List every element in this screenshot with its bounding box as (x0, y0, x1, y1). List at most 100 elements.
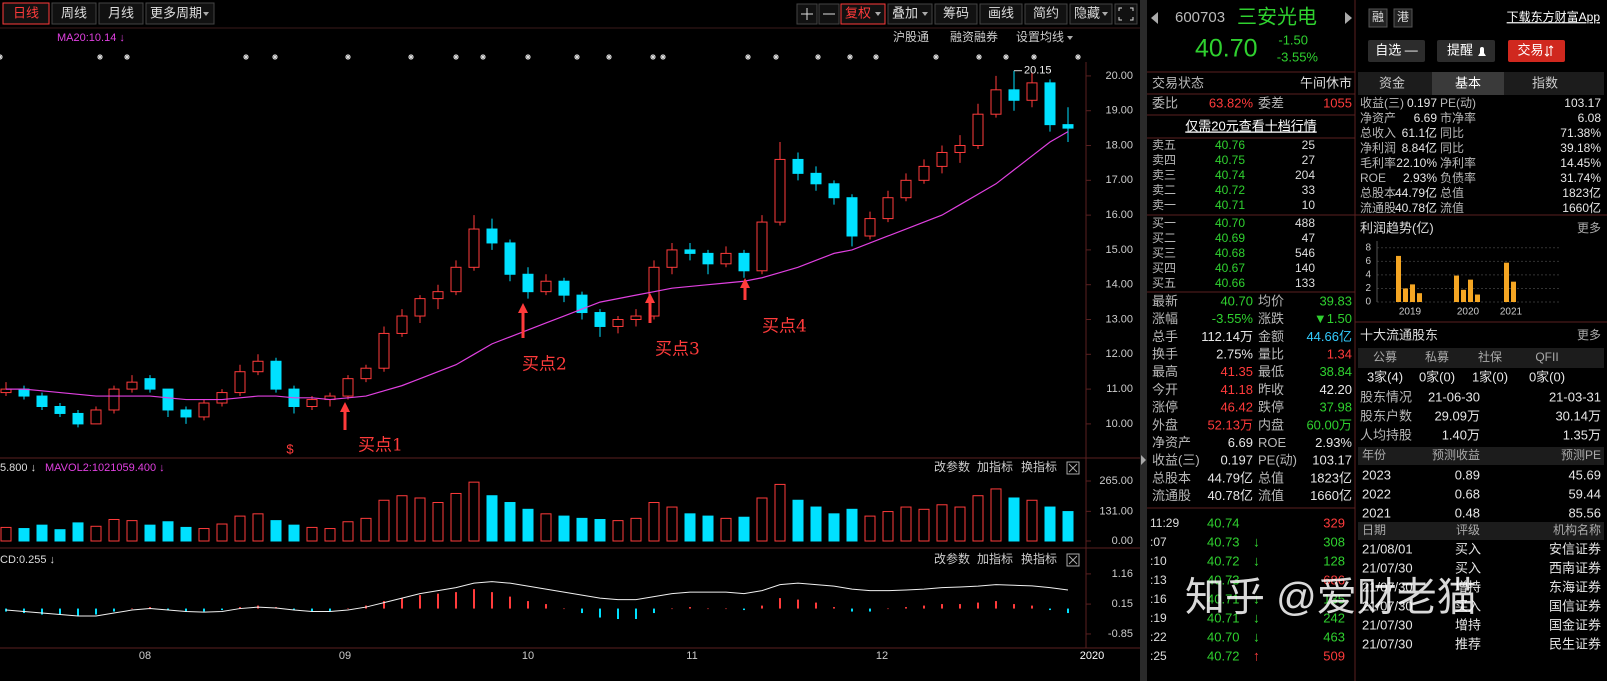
ma20-line (6, 131, 1069, 401)
tab-label[interactable]: 资金 (1379, 75, 1405, 90)
info-marker[interactable] (525, 54, 531, 60)
promo-link[interactable]: 仅需20元查看十档行情 (1185, 118, 1316, 133)
volume-bar (558, 515, 570, 542)
tool-label[interactable]: 画线 (988, 5, 1014, 20)
info-marker[interactable] (1031, 54, 1037, 60)
table-cell: 推荐 (1455, 636, 1481, 651)
action-button[interactable] (1437, 40, 1495, 62)
volume-bar (396, 495, 408, 542)
info-marker[interactable] (933, 54, 939, 60)
volume-bar (612, 520, 624, 542)
info-marker[interactable] (97, 54, 103, 60)
stat-label: 最新 (1152, 293, 1178, 308)
tool-button[interactable] (979, 3, 1023, 25)
tick-arrow: ↓ (1253, 553, 1260, 569)
info-marker[interactable] (745, 54, 751, 60)
candle-body (936, 151, 948, 167)
info-marker[interactable] (660, 54, 666, 60)
period-button[interactable] (98, 2, 144, 25)
period-button[interactable] (51, 2, 97, 25)
info-marker[interactable] (408, 54, 414, 60)
info-marker[interactable] (650, 54, 656, 60)
volume-bar (90, 525, 102, 542)
next-icon[interactable] (1345, 12, 1352, 24)
info-marker[interactable] (815, 54, 821, 60)
info-marker[interactable] (574, 54, 580, 60)
volume-bar (144, 524, 156, 542)
action-button[interactable] (1508, 40, 1565, 62)
period-label[interactable]: 更多周期 (150, 5, 202, 20)
stat-label: 今开 (1152, 382, 1178, 397)
info-marker[interactable] (453, 54, 459, 60)
collapse-icon[interactable] (1141, 455, 1146, 465)
prev-icon[interactable] (1151, 12, 1158, 24)
indicator-link[interactable]: 沪股通 (893, 30, 929, 44)
info-marker[interactable] (480, 54, 486, 60)
action-button[interactable] (1368, 40, 1425, 62)
info-marker[interactable] (124, 54, 130, 60)
tab-label[interactable]: 指数 (1532, 75, 1558, 90)
tool-label[interactable]: 叠加 (892, 5, 918, 20)
more-link[interactable]: 更多 (1577, 221, 1601, 235)
indicator-link[interactable]: 融资融券 (950, 29, 998, 44)
volume-bar (1026, 499, 1038, 542)
book-price: 40.70 (1215, 216, 1245, 230)
tool-label[interactable]: 筹码 (943, 5, 969, 20)
period-label[interactable]: 月线 (108, 5, 134, 20)
info-marker[interactable] (606, 54, 612, 60)
panel-tool[interactable]: 改参数 (934, 459, 970, 474)
volume-bar (306, 526, 318, 542)
period-button[interactable] (145, 2, 215, 25)
info-marker[interactable] (976, 54, 982, 60)
table-cell: 21/07/30 (1362, 598, 1413, 613)
close-button[interactable] (1066, 553, 1080, 567)
close-button[interactable] (1066, 461, 1080, 475)
action-label[interactable]: 提醒 (1447, 42, 1473, 57)
panel-tool[interactable]: 换指标 (1021, 551, 1057, 566)
tool-button[interactable] (1069, 3, 1113, 25)
panel-tool[interactable]: 换指标 (1021, 459, 1057, 474)
stat-value: 42.20 (1319, 382, 1352, 397)
period-button[interactable] (2, 2, 50, 25)
panel-tool[interactable]: 改参数 (934, 551, 970, 566)
period-label[interactable]: 日线 (13, 5, 39, 20)
fullscreen-button[interactable] (1114, 3, 1138, 25)
candle-body (738, 252, 750, 272)
info-marker[interactable] (272, 54, 278, 60)
action-label[interactable]: 自选 — (1375, 42, 1418, 57)
action-label[interactable]: 交易 (1517, 42, 1543, 57)
tool-button[interactable] (887, 3, 933, 25)
stat-value: 1823亿 (1310, 470, 1352, 485)
panel-tool[interactable]: 加指标 (977, 459, 1013, 474)
tab-label[interactable]: 基本 (1455, 75, 1481, 90)
info-marker[interactable] (1003, 54, 1009, 60)
info-marker[interactable] (345, 54, 351, 60)
candle-body (864, 218, 876, 237)
info-marker[interactable] (243, 54, 249, 60)
more-link[interactable]: 更多 (1577, 328, 1601, 342)
table-header-bg (1358, 447, 1604, 465)
tool-button[interactable] (1024, 3, 1068, 25)
tool-button[interactable] (934, 3, 978, 25)
tool-label[interactable]: 简约 (1033, 5, 1059, 20)
tool-label[interactable]: 复权 (845, 5, 871, 20)
stat-value: ▼1.50 (1314, 311, 1352, 326)
scrollbar[interactable] (1140, 0, 1147, 681)
tool-button[interactable] (840, 3, 886, 25)
volume-bar (18, 528, 30, 542)
info-marker[interactable] (873, 54, 879, 60)
app-link[interactable]: 下载东方财富App (1507, 9, 1601, 24)
period-label[interactable]: 周线 (61, 5, 87, 20)
tool-label[interactable]: 隐藏 (1074, 5, 1100, 20)
tab-selected[interactable] (1432, 72, 1504, 95)
info-marker[interactable] (1075, 54, 1081, 60)
volume-bar (576, 517, 588, 542)
panel-tool[interactable]: 加指标 (977, 551, 1013, 566)
info-marker[interactable] (773, 54, 779, 60)
indicator-link[interactable]: 设置均线 (1016, 30, 1064, 44)
section-title: 十大流通股东 (1360, 327, 1438, 342)
x-tick-label: 2021 (1500, 307, 1523, 318)
table-cell: 1.35万 (1563, 427, 1601, 442)
volume-bar (324, 528, 336, 542)
info-marker[interactable] (847, 54, 853, 60)
